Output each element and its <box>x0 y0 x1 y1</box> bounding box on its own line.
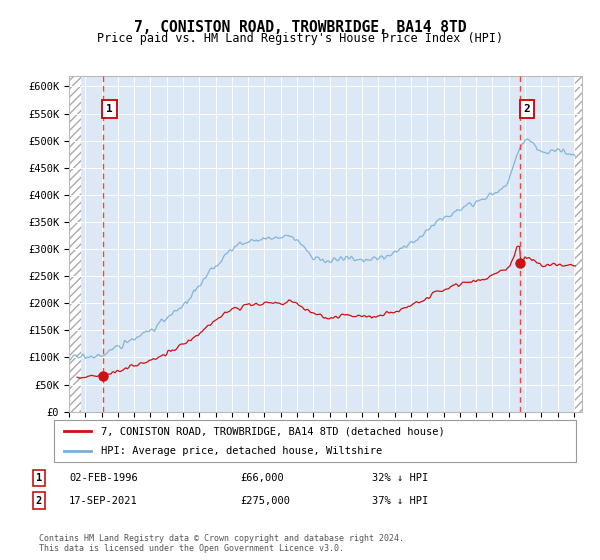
Text: HPI: Average price, detached house, Wiltshire: HPI: Average price, detached house, Wilt… <box>101 446 382 456</box>
Text: 2: 2 <box>523 104 530 114</box>
Bar <box>69 59 81 412</box>
Bar <box>574 59 584 412</box>
Text: 02-FEB-1996: 02-FEB-1996 <box>69 473 138 483</box>
Text: 37% ↓ HPI: 37% ↓ HPI <box>372 496 428 506</box>
Text: 7, CONISTON ROAD, TROWBRIDGE, BA14 8TD: 7, CONISTON ROAD, TROWBRIDGE, BA14 8TD <box>134 20 466 35</box>
Text: 32% ↓ HPI: 32% ↓ HPI <box>372 473 428 483</box>
Text: £66,000: £66,000 <box>240 473 284 483</box>
FancyBboxPatch shape <box>54 420 576 462</box>
Text: 17-SEP-2021: 17-SEP-2021 <box>69 496 138 506</box>
Text: 7, CONISTON ROAD, TROWBRIDGE, BA14 8TD (detached house): 7, CONISTON ROAD, TROWBRIDGE, BA14 8TD (… <box>101 426 445 436</box>
Text: 2: 2 <box>36 496 42 506</box>
Text: Price paid vs. HM Land Registry's House Price Index (HPI): Price paid vs. HM Land Registry's House … <box>97 32 503 45</box>
Text: £275,000: £275,000 <box>240 496 290 506</box>
Text: Contains HM Land Registry data © Crown copyright and database right 2024.
This d: Contains HM Land Registry data © Crown c… <box>39 534 404 553</box>
Text: 1: 1 <box>106 104 113 114</box>
Text: 1: 1 <box>36 473 42 483</box>
